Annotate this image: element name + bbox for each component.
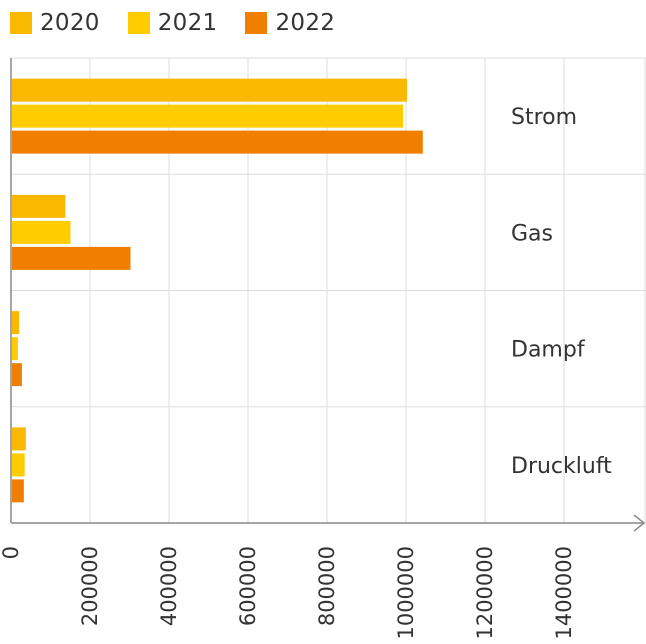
x-tick-label: 1400000 <box>552 546 576 640</box>
bar-druckluft-2022[interactable] <box>12 479 24 503</box>
bar-strom-2022[interactable] <box>12 130 423 154</box>
bar-druckluft-2021[interactable] <box>12 453 25 477</box>
category-label: Dampf <box>511 338 586 363</box>
bar-gas-2020[interactable] <box>12 194 66 218</box>
x-tick-label: 600000 <box>236 546 260 626</box>
legend-item-2021[interactable]: 2021 <box>127 10 218 36</box>
category-label: Druckluft <box>511 454 612 479</box>
legend-label-2021: 2021 <box>157 10 218 36</box>
category-label: Strom <box>511 105 577 130</box>
bar-dampf-2020[interactable] <box>12 311 20 335</box>
x-tick-label: 400000 <box>157 546 181 626</box>
legend-swatch-2020 <box>10 12 32 34</box>
legend-swatch-2022 <box>245 12 268 34</box>
x-tick-label: 800000 <box>315 546 339 626</box>
category-label: Gas <box>511 221 553 246</box>
x-tick-label: 0 <box>0 546 23 559</box>
bar-gas-2022[interactable] <box>12 246 131 270</box>
x-axis-arrow-icon <box>633 514 646 532</box>
bar-strom-2021[interactable] <box>12 104 404 128</box>
x-tick-label: 1000000 <box>394 546 418 640</box>
x-tick-label: 200000 <box>78 546 102 626</box>
bar-dampf-2022[interactable] <box>12 363 22 387</box>
x-tick-label: 1200000 <box>473 546 497 640</box>
bar-dampf-2021[interactable] <box>12 337 18 361</box>
legend-swatch-2021 <box>127 12 150 34</box>
bar-strom-2020[interactable] <box>12 78 407 102</box>
bar-druckluft-2020[interactable] <box>12 427 26 451</box>
legend-label-2020: 2020 <box>40 10 100 36</box>
legend-item-2022[interactable]: 2022 <box>245 10 335 36</box>
chart-legend: 2020 2021 2022 <box>10 8 363 38</box>
legend-item-2020[interactable]: 2020 <box>10 10 100 36</box>
bar-gas-2021[interactable] <box>12 220 71 244</box>
legend-label-2022: 2022 <box>275 10 336 36</box>
